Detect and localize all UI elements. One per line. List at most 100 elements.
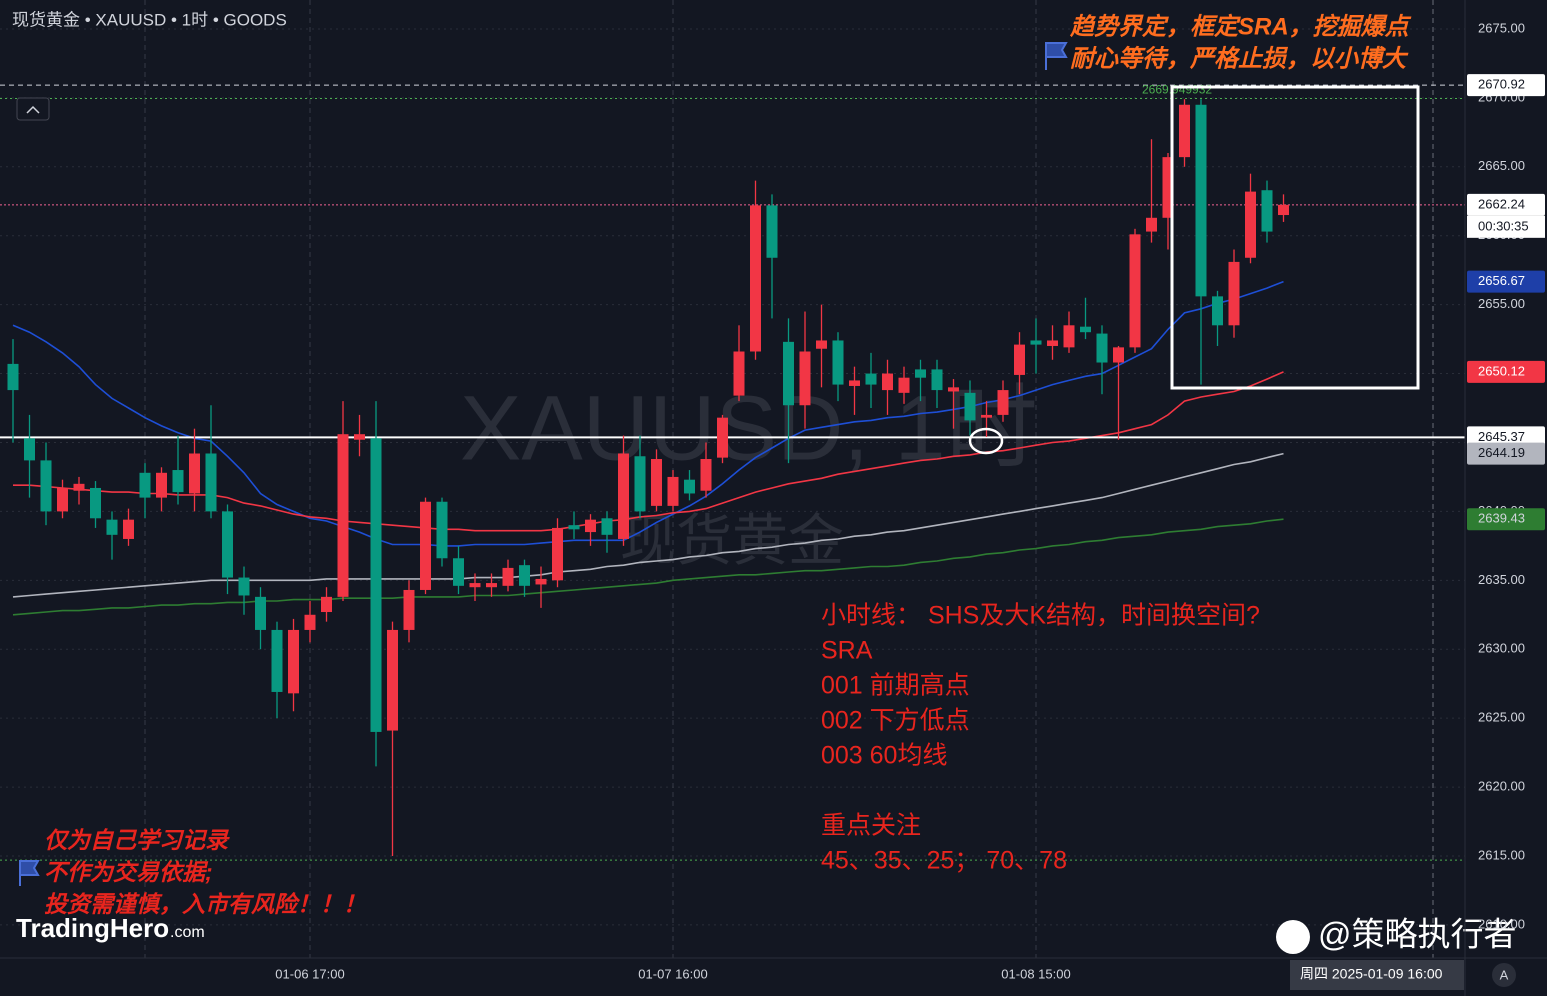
candle-body [271, 629, 283, 692]
candle-body [684, 479, 695, 494]
candle-body [717, 417, 728, 458]
candle-body [436, 501, 448, 559]
candle-body [1129, 234, 1141, 348]
candle-body [915, 369, 926, 378]
auto-scale-icon: A [1500, 967, 1509, 982]
candle-body [964, 392, 976, 421]
note-top: 趋势界定，框定SRA，挖掘爆点 [1069, 13, 1412, 40]
note-main: 001 前期高点 [821, 672, 970, 700]
watermark: 现货黄金 [620, 509, 844, 572]
watermark: XAUUSD, 1时 [460, 377, 1038, 479]
note-main: 45、35、25； 70、78 [821, 847, 1067, 875]
candle-body [585, 519, 596, 533]
candle-body [882, 373, 893, 391]
candle-body [403, 589, 415, 630]
note-main: SRA [821, 637, 873, 665]
candle-body [288, 629, 299, 694]
candle-body [750, 205, 761, 352]
candle-body [1179, 104, 1190, 158]
logo-suffix: .com [170, 924, 205, 941]
candle-body [816, 340, 827, 349]
price-tag-label: 2645.37 [1478, 429, 1525, 444]
price-tag-label: 2650.12 [1478, 363, 1525, 378]
candle-body [634, 456, 646, 512]
candle-body [1080, 326, 1091, 333]
candle-body [106, 519, 118, 535]
y-tick-label: 2665.00 [1478, 158, 1525, 173]
candle-body [370, 438, 382, 732]
collapse-button[interactable] [16, 97, 50, 121]
countdown-box [1467, 215, 1545, 238]
candle-body [453, 558, 464, 586]
y-tick-label: 2620.00 [1478, 779, 1525, 794]
candle-body [156, 472, 167, 498]
candle-body [1014, 344, 1025, 375]
price-line-label: 2669.949932 [1142, 83, 1212, 97]
price-tag-label: 2662.24 [1478, 196, 1525, 211]
candle-body [568, 525, 580, 530]
candle-body [700, 459, 712, 491]
x-tick-label: 01-07 16:00 [638, 966, 707, 981]
note-main: 小时线： SHS及大K结构，时间换空间? [821, 602, 1260, 630]
candle-body [1228, 261, 1240, 326]
candle-body [849, 380, 860, 386]
y-tick-label: 2610.00 [1478, 916, 1525, 931]
candle-body [189, 453, 200, 494]
countdown: 00:30:35 [1478, 218, 1529, 233]
price-tag-label: 2644.19 [1478, 445, 1525, 460]
auto-scale-button[interactable] [1492, 963, 1516, 987]
candle-body [205, 453, 217, 512]
moving-average [12, 518, 1284, 616]
chart-title: 现货黄金 • XAUUSD • 1时 • GOODS [12, 10, 287, 29]
candle-body [552, 527, 563, 581]
candle-body [667, 476, 679, 506]
candle-body [865, 373, 877, 385]
candle-body [1030, 340, 1042, 345]
candle-body [535, 578, 547, 585]
price-tag-label: 2670.92 [1478, 77, 1525, 92]
candle-body [238, 577, 250, 596]
candle-body [948, 387, 959, 392]
candle-body [766, 205, 778, 258]
candle-body [321, 596, 332, 613]
flag-icon [1045, 42, 1068, 70]
author: @策略执行者 [1318, 916, 1517, 953]
price-tag [1467, 508, 1545, 531]
cursor-time-box [1290, 960, 1464, 990]
moving-average [12, 452, 1284, 598]
candle-body [733, 351, 745, 396]
candle-body [90, 487, 101, 519]
moving-average [12, 280, 1284, 547]
candle-body [601, 518, 613, 535]
candle-body [172, 470, 184, 493]
candle-body [7, 363, 19, 391]
candle-body [40, 460, 52, 512]
x-tick-label: 01-08 15:00 [1001, 966, 1070, 981]
price-tag-label: 2656.67 [1478, 273, 1525, 288]
y-tick-label: 2675.00 [1478, 20, 1525, 35]
note-bottom: 投资需谨慎，入市有风险！！！ [44, 891, 366, 917]
candle-body [651, 459, 662, 506]
author-icon [1276, 920, 1310, 954]
y-tick-label: 2635.00 [1478, 572, 1525, 587]
candle-body [222, 511, 233, 578]
candle-body [502, 567, 514, 586]
note-bottom: 不作为交易依据; [44, 859, 213, 885]
candle-body [1195, 104, 1207, 297]
candle-body [519, 565, 530, 586]
candle-body [1047, 340, 1058, 346]
chevron-icon [26, 105, 40, 114]
grid-layer [0, 0, 1465, 958]
candle-body [486, 583, 497, 588]
note-main: 重点关注 [821, 812, 921, 840]
note-top: 耐心等待，严格止损，以小博大 [1070, 45, 1409, 72]
y-tick-label: 2630.00 [1478, 641, 1525, 656]
candle-body [304, 614, 316, 630]
x-tick-label: 01-06 17:00 [275, 966, 344, 981]
candle-body [57, 487, 68, 512]
candle-body [1146, 217, 1157, 232]
y-tick-label: 2655.00 [1478, 296, 1525, 311]
candle-body [1278, 204, 1289, 216]
